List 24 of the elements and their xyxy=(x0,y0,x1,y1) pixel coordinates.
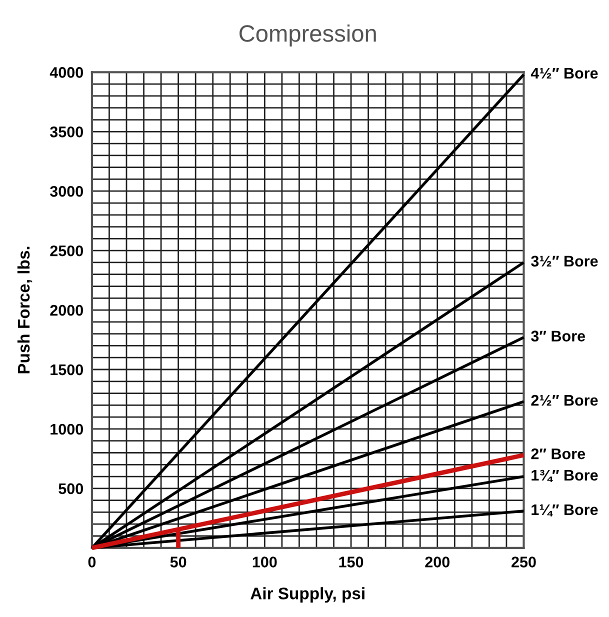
chart-title: Compression xyxy=(240,24,376,47)
x-tick-label: 150 xyxy=(339,556,364,568)
y-tick-label: 500 xyxy=(58,483,83,494)
x-tick-label: 200 xyxy=(425,556,450,568)
series-label: 3½″ Bore xyxy=(531,256,598,267)
y-tick-label: 4000 xyxy=(50,67,84,78)
series-label: 2″ Bore xyxy=(531,448,586,460)
y-tick-label: 1000 xyxy=(50,424,84,435)
x-tick-label: 0 xyxy=(88,556,96,568)
y-tick-label: 2000 xyxy=(50,304,84,316)
series-label: 4½″ Bore xyxy=(530,68,598,79)
series-label: 1¼″ Bore xyxy=(532,504,598,516)
x-tick-label: 100 xyxy=(252,556,277,568)
y-axis-title: Push Force, lbs. xyxy=(17,246,32,374)
x-tick-label: 50 xyxy=(170,556,186,568)
y-tick-label: 3000 xyxy=(50,186,84,197)
x-axis-title: Air Supply, psi xyxy=(250,587,364,603)
series-label: 3″ Bore xyxy=(531,330,586,342)
y-tick-label: 1500 xyxy=(50,364,84,376)
y-tick-label: 2500 xyxy=(50,245,84,256)
y-tick-label: 3500 xyxy=(50,126,84,138)
series-label: 1¾″ Bore xyxy=(532,470,598,482)
series-label: 2½″ Bore xyxy=(531,394,598,406)
x-tick-label: 250 xyxy=(512,556,536,568)
